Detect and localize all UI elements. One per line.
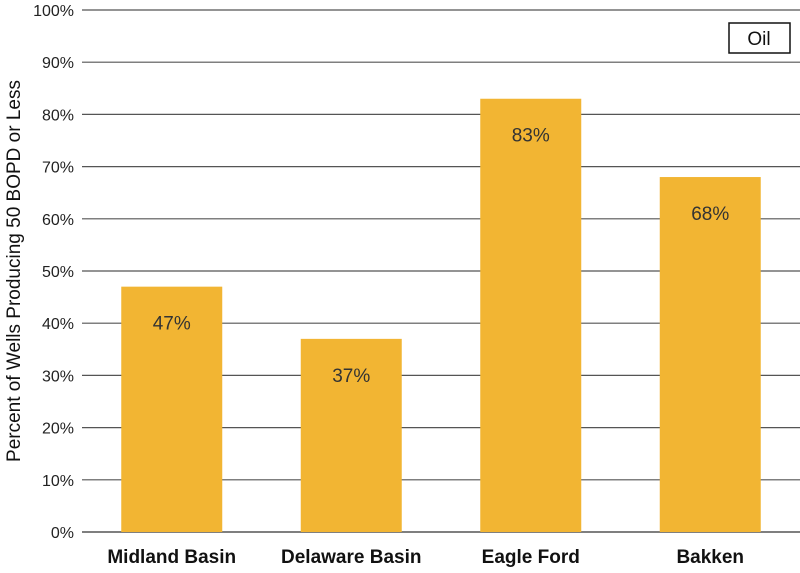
y-tick-label: 40%: [42, 316, 74, 333]
data-label: 68%: [691, 204, 729, 225]
bar: [480, 98, 582, 533]
y-tick-label: 80%: [42, 107, 74, 124]
bar: [121, 286, 223, 532]
bars: [121, 98, 761, 533]
y-axis-ticks: 0% 10% 20% 30% 40% 50% 60% 70% 80% 90% 100%: [33, 3, 74, 542]
y-tick-label: 90%: [42, 55, 74, 72]
legend-label: Oil: [747, 29, 770, 50]
y-tick-label: 20%: [42, 421, 74, 438]
y-tick-label: 70%: [42, 160, 74, 177]
data-label: 83%: [512, 126, 550, 147]
y-tick-label: 10%: [42, 473, 74, 490]
legend: Oil: [728, 22, 791, 54]
bar: [659, 177, 761, 533]
x-category-label: Midland Basin: [107, 547, 236, 568]
y-tick-label: 50%: [42, 264, 74, 281]
data-label: 47%: [153, 314, 191, 335]
x-axis-categories: Midland Basin Delaware Basin Eagle Ford Bak…: [107, 547, 744, 568]
x-category-label: Delaware Basin: [281, 547, 421, 568]
data-label: 37%: [332, 366, 370, 387]
y-tick-label: 100%: [33, 3, 74, 20]
data-labels: 47% 37% 83% 68%: [153, 126, 730, 387]
y-axis-label: Percent of Wells Producing 50 BOPD or Le…: [4, 80, 25, 462]
legend-box: [728, 22, 791, 54]
bar: [300, 338, 402, 532]
y-tick-label: 0%: [51, 525, 74, 542]
y-tick-label: 30%: [42, 368, 74, 385]
x-category-label: Bakken: [676, 547, 744, 568]
y-tick-label: 60%: [42, 212, 74, 229]
x-category-label: Eagle Ford: [482, 547, 580, 568]
